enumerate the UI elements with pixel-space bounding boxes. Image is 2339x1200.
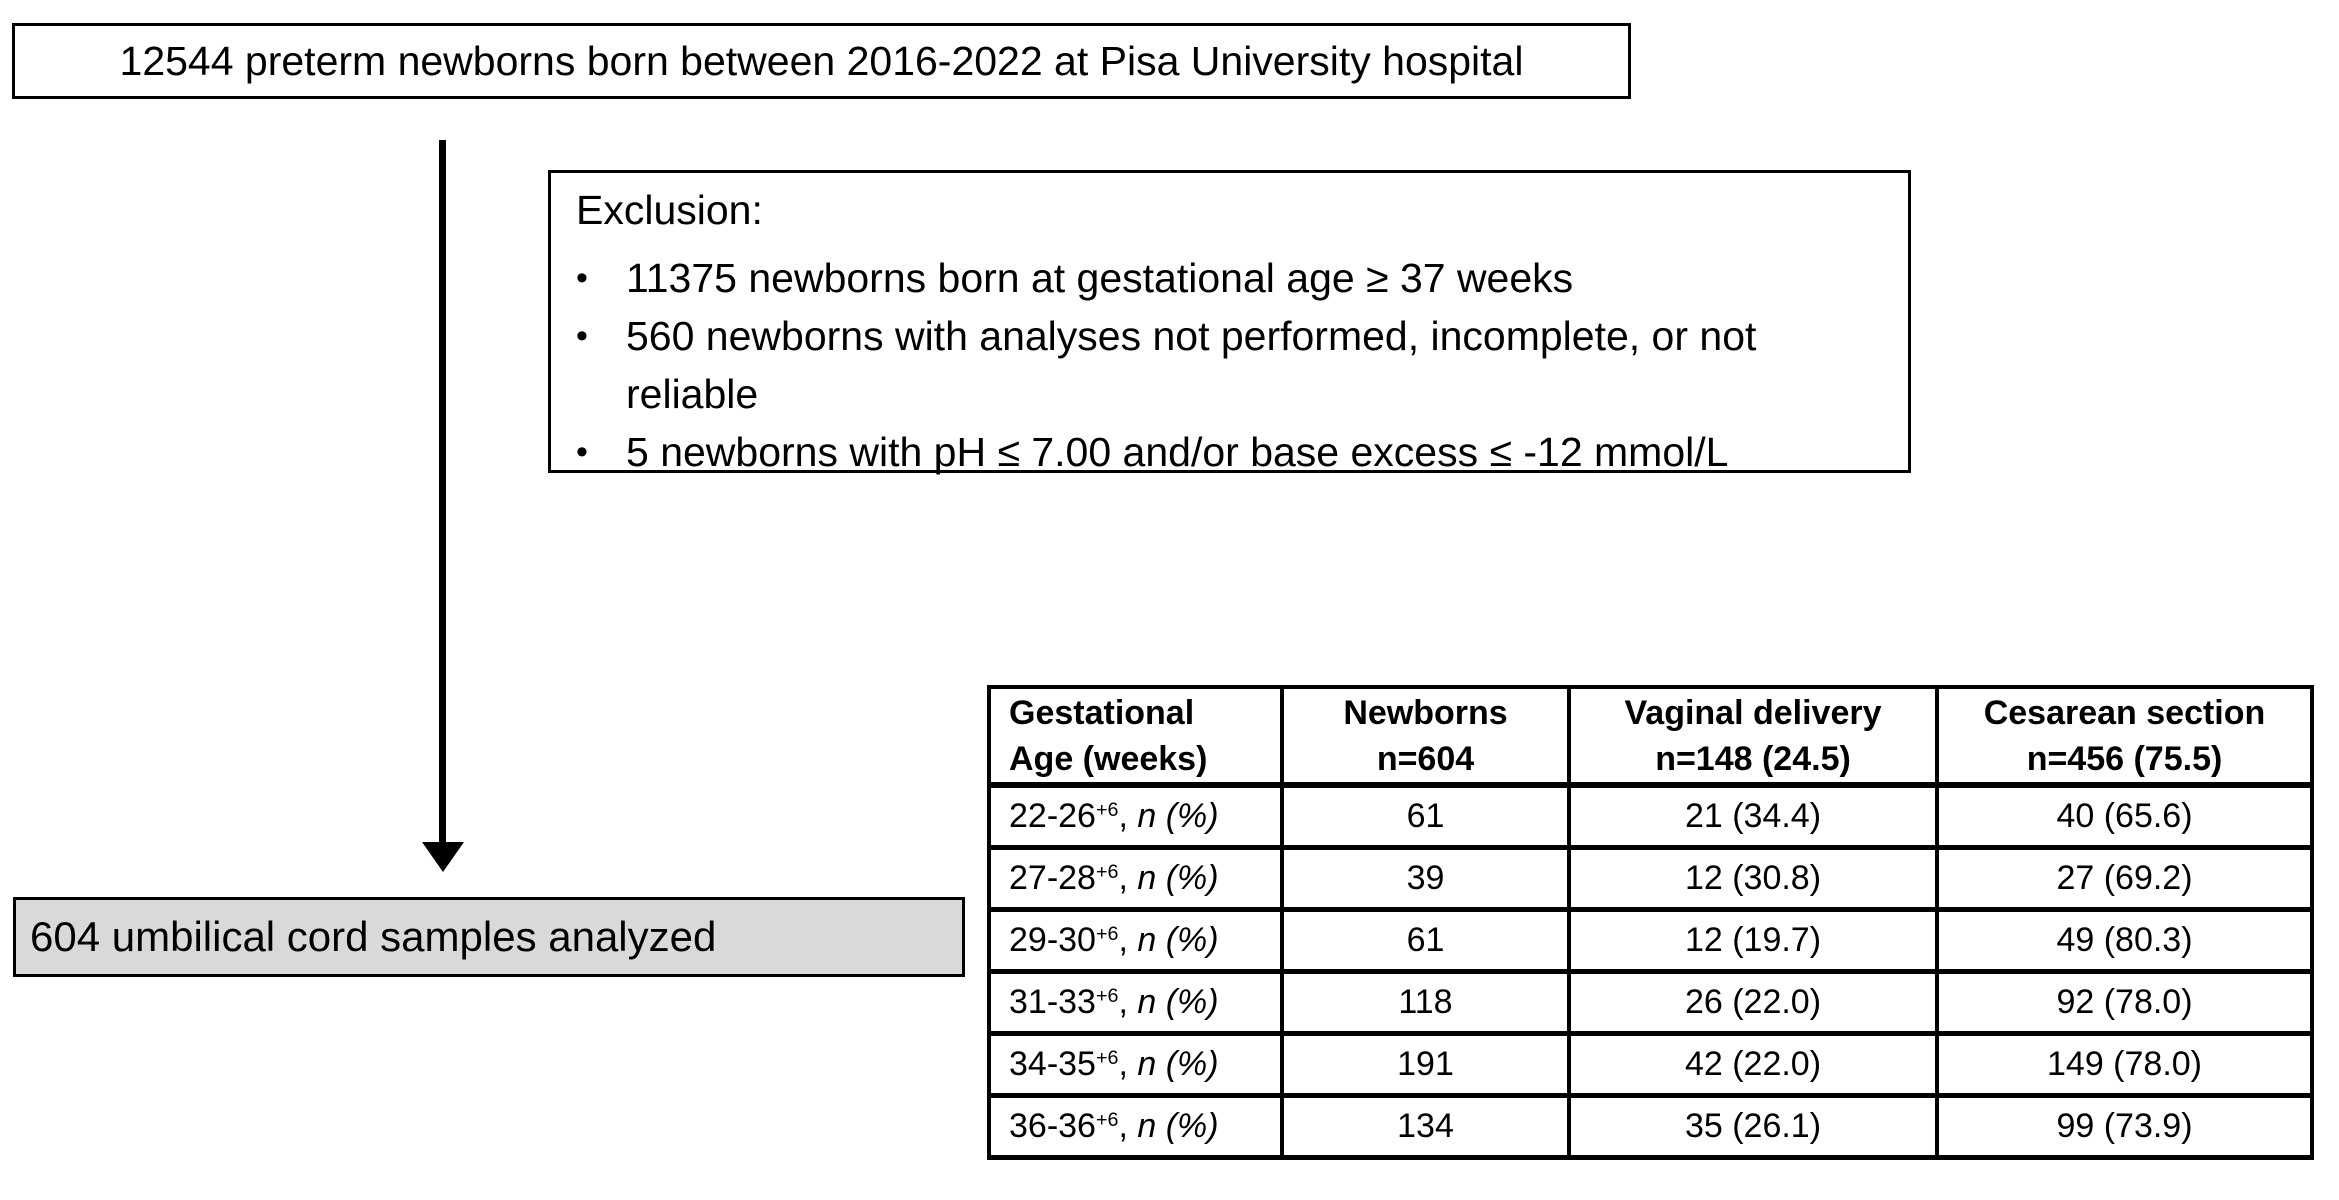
cell-ga-range: 22-26+6, n (%) — [987, 782, 1284, 850]
result-box-text: 604 umbilical cord samples analyzed — [30, 913, 717, 960]
superscript-plus6: +6 — [1095, 1046, 1119, 1069]
cell-vaginal: 42 (22.0) — [1567, 1030, 1939, 1098]
cell-ga-range: 27-28+6, n (%) — [987, 844, 1284, 912]
exclusion-item-text: 560 newborns with analyses not performed… — [626, 313, 1757, 417]
cell-cesarean: 49 (80.3) — [1935, 906, 2314, 974]
cell-cesarean: 40 (65.6) — [1935, 782, 2314, 850]
bullet-icon: • — [576, 433, 588, 471]
header-vaginal-delivery: Vaginal delivery n=148 (24.5) — [1567, 685, 1939, 788]
cell-cesarean: 27 (69.2) — [1935, 844, 2314, 912]
cell-ga-range: 34-35+6, n (%) — [987, 1030, 1284, 1098]
table-row: 36-36+6, n (%) 134 35 (26.1) 99 (73.9) — [987, 1092, 2314, 1160]
cell-newborns: 118 — [1280, 968, 1571, 1036]
superscript-plus6: +6 — [1095, 1108, 1119, 1131]
exclusion-box: Exclusion: • 11375 newborns born at gest… — [548, 170, 1911, 475]
cell-ga-range: 31-33+6, n (%) — [987, 968, 1284, 1036]
arrow-head-icon — [422, 842, 464, 872]
cell-newborns: 134 — [1280, 1092, 1571, 1160]
population-box-text: 12544 preterm newborns born between 2016… — [119, 37, 1524, 84]
superscript-plus6: +6 — [1095, 984, 1119, 1007]
cell-vaginal: 26 (22.0) — [1567, 968, 1939, 1036]
cell-vaginal: 12 (19.7) — [1567, 906, 1939, 974]
cell-ga-range: 36-36+6, n (%) — [987, 1092, 1284, 1160]
population-box: 12544 preterm newborns born between 2016… — [12, 23, 1631, 99]
exclusion-item: • 11375 newborns born at gestational age… — [576, 249, 1884, 307]
superscript-plus6: +6 — [1095, 798, 1119, 821]
cell-vaginal: 12 (30.8) — [1567, 844, 1939, 912]
superscript-plus6: +6 — [1095, 860, 1119, 883]
cell-vaginal: 21 (34.4) — [1567, 782, 1939, 850]
exclusion-item: • 560 newborns with analyses not perform… — [576, 307, 1884, 423]
cell-newborns: 61 — [1280, 782, 1571, 850]
cell-cesarean: 149 (78.0) — [1935, 1030, 2314, 1098]
cell-cesarean: 99 (73.9) — [1935, 1092, 2314, 1160]
cell-cesarean: 92 (78.0) — [1935, 968, 2314, 1036]
bullet-icon: • — [576, 317, 588, 355]
cell-newborns: 191 — [1280, 1030, 1571, 1098]
table-row: 29-30+6, n (%) 61 12 (19.7) 49 (80.3) — [987, 906, 2314, 974]
gestational-age-table: Gestational Age (weeks) Newborns n=604 V… — [987, 685, 2314, 1160]
header-gestational-age: Gestational Age (weeks) — [987, 685, 1284, 788]
arrow-shaft — [439, 140, 446, 845]
cell-vaginal: 35 (26.1) — [1567, 1092, 1939, 1160]
table-row: 27-28+6, n (%) 39 12 (30.8) 27 (69.2) — [987, 844, 2314, 912]
cell-newborns: 39 — [1280, 844, 1571, 912]
header-cesarean-section: Cesarean section n=456 (75.5) — [1935, 685, 2314, 788]
table-row: 31-33+6, n (%) 118 26 (22.0) 92 (78.0) — [987, 968, 2314, 1036]
exclusion-item-text: 5 newborns with pH ≤ 7.00 and/or base ex… — [626, 429, 1729, 475]
result-box: 604 umbilical cord samples analyzed — [13, 897, 965, 977]
exclusion-title: Exclusion: — [576, 187, 763, 233]
cell-newborns: 61 — [1280, 906, 1571, 974]
table-header-row: Gestational Age (weeks) Newborns n=604 V… — [987, 685, 2314, 788]
table-row: 22-26+6, n (%) 61 21 (34.4) 40 (65.6) — [987, 782, 2314, 850]
bullet-icon: • — [576, 259, 588, 297]
exclusion-item-text: 11375 newborns born at gestational age ≥… — [626, 255, 1574, 301]
table-row: 34-35+6, n (%) 191 42 (22.0) 149 (78.0) — [987, 1030, 2314, 1098]
exclusion-item: • 5 newborns with pH ≤ 7.00 and/or base … — [576, 423, 1884, 481]
header-newborns: Newborns n=604 — [1280, 685, 1571, 788]
superscript-plus6: +6 — [1095, 922, 1119, 945]
cell-ga-range: 29-30+6, n (%) — [987, 906, 1284, 974]
